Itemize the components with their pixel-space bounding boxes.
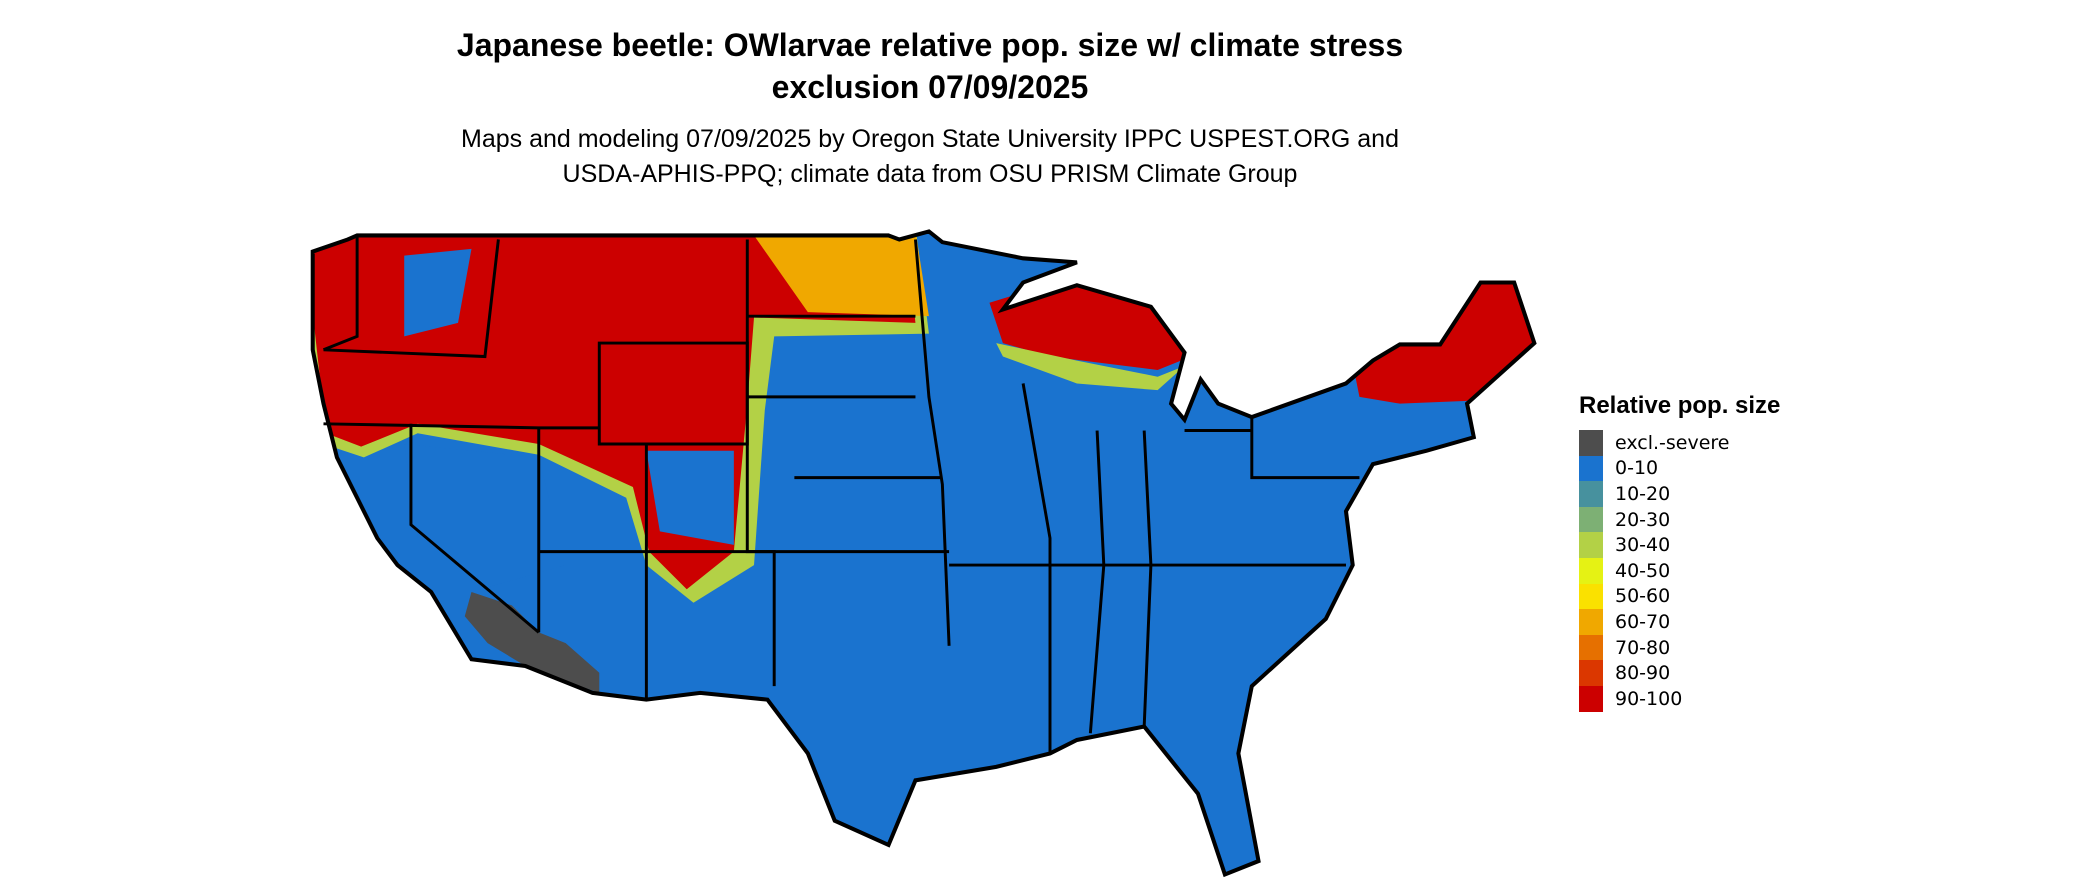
legend-item: 20-30 [1579, 506, 1780, 533]
state-borders [322, 235, 1360, 754]
map-title-line1: Japanese beetle: OWlarvae relative pop. … [456, 27, 1404, 63]
legend-label: 40-50 [1615, 559, 1671, 582]
legend: Relative pop. size excl.-severe 0-10 10-20… [1579, 392, 1780, 712]
legend-label: 90-100 [1615, 687, 1683, 710]
region-blue-idaho [404, 248, 472, 337]
map-subtitle-line2: USDA-APHIS-PPQ; climate data from OSU PR… [562, 160, 1298, 188]
legend-label: 10-20 [1615, 482, 1671, 505]
legend-swatch [1579, 430, 1603, 456]
legend-swatch [1579, 455, 1603, 482]
legend-swatch [1579, 609, 1603, 635]
map-title-line2: exclusion 07/09/2025 [771, 69, 1089, 105]
legend-item: 10-20 [1579, 481, 1780, 507]
legend-swatch [1579, 583, 1603, 610]
legend-label: 70-80 [1615, 636, 1671, 659]
region-blue-nevada [404, 443, 566, 592]
legend-title: Relative pop. size [1579, 392, 1781, 419]
legend-item: excl.-severe [1579, 430, 1780, 456]
legend-item: 90-100 [1579, 685, 1780, 712]
legend-item: 30-40 [1579, 532, 1780, 558]
region-blue-colorado [646, 450, 734, 545]
legend-swatch [1579, 557, 1603, 584]
legend-item: 60-70 [1579, 609, 1780, 635]
legend-item: 70-80 [1579, 634, 1780, 661]
legend-swatch [1579, 481, 1603, 507]
region-high-northeast [1352, 275, 1535, 404]
legend-label: 0-10 [1615, 457, 1659, 480]
legend-label: 80-90 [1615, 662, 1671, 685]
legend-swatch [1579, 506, 1603, 533]
legend-item: 80-90 [1579, 660, 1780, 686]
legend-label: 50-60 [1615, 585, 1671, 608]
legend-label: 60-70 [1615, 610, 1671, 633]
legend-label: 30-40 [1615, 534, 1671, 557]
legend-swatch [1579, 660, 1603, 686]
region-moderate-plains [754, 231, 929, 317]
region-yellow-greatlakes [996, 343, 1185, 391]
legend-swatch [1579, 685, 1603, 712]
legend-swatch [1579, 532, 1603, 558]
legend-item: 50-60 [1579, 583, 1780, 610]
legend-item: 0-10 [1579, 455, 1780, 482]
map-subtitle-line1: Maps and modeling 07/09/2025 by Oregon S… [461, 125, 1399, 153]
legend-label: excl.-severe [1615, 431, 1730, 454]
us-border [310, 229, 1537, 878]
legend-item: 40-50 [1579, 557, 1780, 584]
legend-label: 20-30 [1615, 508, 1671, 531]
legend-swatch [1579, 634, 1603, 661]
region-excluded-arizona [464, 591, 600, 693]
